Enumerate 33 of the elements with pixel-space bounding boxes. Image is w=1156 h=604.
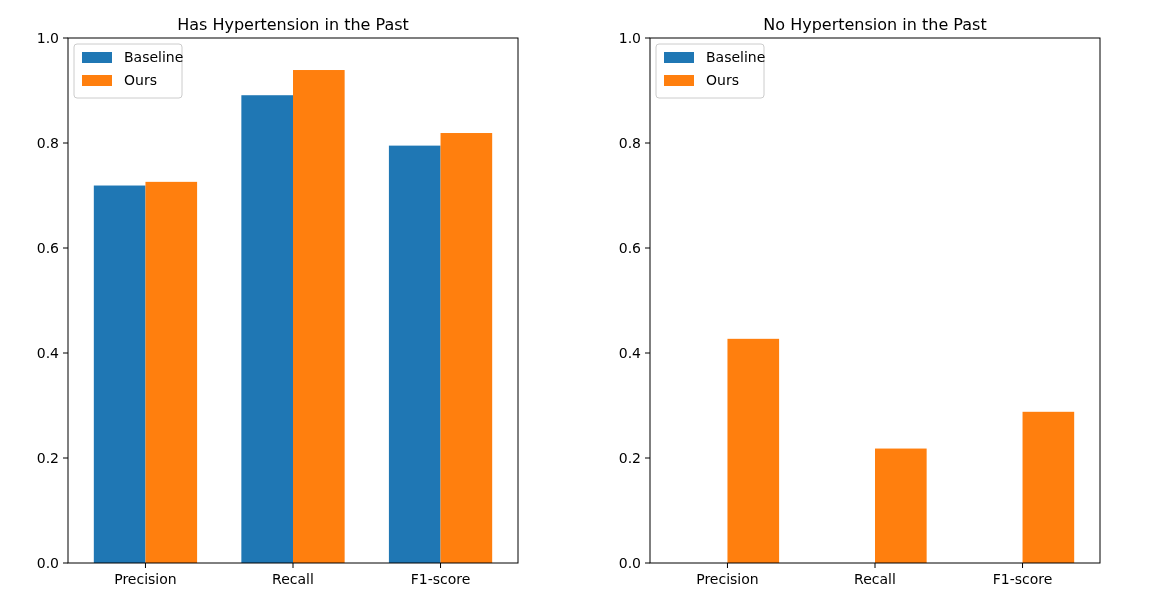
- x-tick-label: Precision: [696, 571, 759, 587]
- y-tick-label: 0.4: [618, 344, 642, 361]
- y-tick-label: 0.6: [618, 239, 642, 256]
- y-tick-label: 0.4: [36, 344, 60, 361]
- bar: [145, 181, 198, 563]
- x-tick-label: F1-score: [410, 571, 471, 587]
- bar: [1022, 411, 1075, 563]
- bar: [93, 185, 146, 563]
- bar: [293, 70, 345, 563]
- bar: [727, 338, 780, 563]
- x-tick-label: Recall: [854, 571, 896, 587]
- y-tick-label: 0.2: [36, 449, 59, 466]
- y-tick-label: 0.2: [618, 449, 641, 466]
- y-tick-label: 0.0: [36, 554, 59, 571]
- y-tick-label: 0.0: [618, 554, 641, 571]
- x-tick-label: F1-score: [992, 571, 1053, 587]
- legend-label: Baseline: [124, 49, 184, 65]
- bar: [440, 133, 493, 563]
- chart-title: No Hypertension in the Past: [763, 15, 987, 34]
- legend-label: Ours: [706, 72, 739, 88]
- y-tick-label: 0.8: [36, 134, 59, 151]
- legend-label: Baseline: [706, 49, 766, 65]
- x-tick-label: Recall: [272, 571, 314, 587]
- chart-title: Has Hypertension in the Past: [177, 15, 409, 34]
- bar: [875, 448, 927, 563]
- y-tick-label: 0.8: [618, 134, 641, 151]
- y-tick-label: 1.0: [36, 29, 59, 46]
- legend-label: Ours: [124, 72, 157, 88]
- y-tick-label: 1.0: [618, 29, 641, 46]
- x-tick-label: Precision: [114, 571, 177, 587]
- bar: [241, 95, 293, 563]
- y-tick-label: 0.6: [36, 239, 60, 256]
- bar: [388, 145, 441, 563]
